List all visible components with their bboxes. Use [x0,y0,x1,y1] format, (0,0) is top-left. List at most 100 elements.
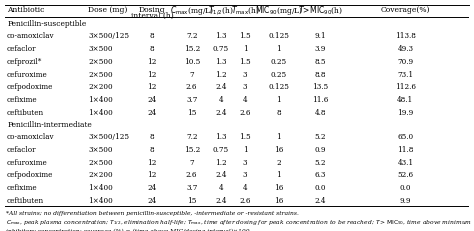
Text: 1×400: 1×400 [88,183,113,191]
Text: 8: 8 [150,32,155,40]
Text: 2.4: 2.4 [215,171,227,179]
Text: 3: 3 [243,158,247,166]
Text: cefpodoxime: cefpodoxime [7,83,54,91]
Text: 1.3: 1.3 [215,58,227,66]
Text: 3: 3 [243,171,247,179]
Text: 24: 24 [147,183,157,191]
Text: $C_{\rm max}$(mg/L): $C_{\rm max}$(mg/L) [170,4,214,17]
Text: 0.75: 0.75 [213,45,229,53]
Text: 16: 16 [274,145,283,153]
Text: 52.6: 52.6 [397,171,413,179]
Text: $C_{\rm max}$, peak plasma concentration; $T_{1/2}$, elimination half-life; $T_{: $C_{\rm max}$, peak plasma concentration… [6,218,472,226]
Text: 8: 8 [150,133,155,141]
Text: 7: 7 [190,70,194,78]
Text: 1: 1 [243,45,247,53]
Text: 3.7: 3.7 [186,183,197,191]
Text: 3×500: 3×500 [88,145,113,153]
Text: 16: 16 [274,183,283,191]
Text: 4.8: 4.8 [315,108,327,116]
Text: 70.9: 70.9 [397,58,413,66]
Text: 2×500: 2×500 [88,58,113,66]
Text: Coverage(%): Coverage(%) [381,6,430,14]
Text: Penicillin-intermediate: Penicillin-intermediate [7,121,92,128]
Text: inhibitory concentration; coverage (%) = (time above MIC/dosing interval)×100.: inhibitory concentration; coverage (%) =… [6,228,251,231]
Text: 8: 8 [150,45,155,53]
Text: 113.8: 113.8 [395,32,416,40]
Text: 0.9: 0.9 [315,145,327,153]
Text: 0.75: 0.75 [213,145,229,153]
Text: 15.2: 15.2 [183,145,200,153]
Text: 3: 3 [243,70,247,78]
Text: 2.6: 2.6 [186,171,198,179]
Text: cefaclor: cefaclor [7,145,36,153]
Text: $T_{1/2}$(h): $T_{1/2}$(h) [208,4,234,17]
Text: ceftibuten: ceftibuten [7,108,44,116]
Text: cefaclor: cefaclor [7,45,36,53]
Text: Penicillin-susceptible: Penicillin-susceptible [7,20,86,28]
Text: 0.125: 0.125 [268,32,289,40]
Text: 0.25: 0.25 [271,70,287,78]
Text: 12: 12 [147,83,157,91]
Text: *All strains; no differentiation between penicillin-susceptible, -intermediate o: *All strains; no differentiation between… [6,210,299,215]
Text: $T\!>\!\rm MIC_{90}$(h): $T\!>\!\rm MIC_{90}$(h) [298,4,343,16]
Text: 1.5: 1.5 [239,58,251,66]
Text: 12: 12 [147,70,157,78]
Text: cefixime: cefixime [7,96,38,103]
Text: 1.3: 1.3 [215,133,227,141]
Text: 24: 24 [147,96,157,103]
Text: interval (h): interval (h) [131,11,173,19]
Text: 1.5: 1.5 [239,133,251,141]
Text: 2.4: 2.4 [315,196,327,204]
Text: 2.4: 2.4 [215,108,227,116]
Text: 5.2: 5.2 [315,158,327,166]
Text: $\rm MIC_{90}$(mg/L): $\rm MIC_{90}$(mg/L) [255,4,303,17]
Text: 6.3: 6.3 [315,171,326,179]
Text: 2×200: 2×200 [88,83,113,91]
Text: Dosing: Dosing [139,6,165,14]
Text: 5.2: 5.2 [315,133,327,141]
Text: Antibiotic: Antibiotic [7,6,45,14]
Text: 1: 1 [276,133,281,141]
Text: cefpodoxime: cefpodoxime [7,171,54,179]
Text: 112.6: 112.6 [395,83,416,91]
Text: 24: 24 [147,108,157,116]
Text: 3.7: 3.7 [186,96,197,103]
Text: 3×500/125: 3×500/125 [88,32,129,40]
Text: 65.0: 65.0 [397,133,413,141]
Text: 1×400: 1×400 [88,96,113,103]
Text: cefuroxime: cefuroxime [7,70,48,78]
Text: 2×500: 2×500 [88,158,113,166]
Text: 4: 4 [243,183,247,191]
Text: 2: 2 [276,158,281,166]
Text: 7: 7 [190,158,194,166]
Text: 1×400: 1×400 [88,196,113,204]
Text: 0.0: 0.0 [315,183,327,191]
Text: cefuroxime: cefuroxime [7,158,48,166]
Text: 1: 1 [243,145,247,153]
Text: 2.6: 2.6 [186,83,198,91]
Text: cefixime: cefixime [7,183,38,191]
Text: 0.125: 0.125 [268,83,289,91]
Text: 3×500: 3×500 [88,45,113,53]
Text: 13.5: 13.5 [312,83,328,91]
Text: 24: 24 [147,196,157,204]
Text: 8.5: 8.5 [315,58,327,66]
Text: 0.25: 0.25 [271,58,287,66]
Text: 9.1: 9.1 [315,32,327,40]
Text: 11.8: 11.8 [397,145,414,153]
Text: 1×400: 1×400 [88,108,113,116]
Text: 1: 1 [276,96,281,103]
Text: 2.4: 2.4 [215,83,227,91]
Text: 12: 12 [147,158,157,166]
Text: 1.2: 1.2 [215,70,227,78]
Text: ceftibuten: ceftibuten [7,196,44,204]
Text: 2×200: 2×200 [88,171,113,179]
Text: 3: 3 [243,83,247,91]
Text: 15: 15 [187,196,196,204]
Text: co-amoxiclav: co-amoxiclav [7,32,55,40]
Text: 73.1: 73.1 [397,70,413,78]
Text: 8.8: 8.8 [315,70,327,78]
Text: 9.9: 9.9 [400,196,411,204]
Text: 10.5: 10.5 [183,58,200,66]
Text: 16: 16 [274,196,283,204]
